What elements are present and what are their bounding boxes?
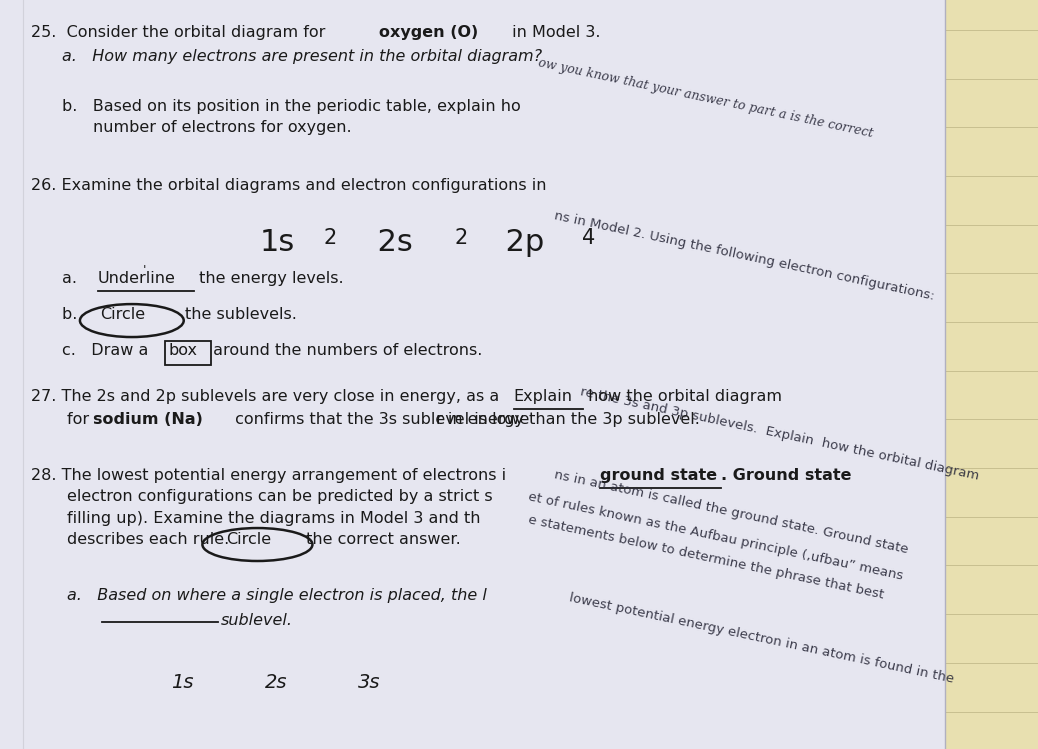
Text: a.: a. [62,271,92,286]
Text: oxygen (O): oxygen (O) [379,25,479,40]
Text: 26. Examine the orbital diagrams and electron configurations in: 26. Examine the orbital diagrams and ele… [31,178,547,193]
Text: 28. The lowest potential energy arrangement of electrons i: 28. The lowest potential energy arrangem… [31,468,507,483]
Text: ground state: ground state [600,468,717,483]
Text: 2p: 2p [486,228,544,258]
Text: 2: 2 [455,228,468,249]
Text: et of rules known as the Aufbau principle (‚ufbau” means: et of rules known as the Aufbau principl… [526,491,904,583]
Text: 1s: 1s [260,228,295,258]
Text: 2s: 2s [358,228,413,258]
Text: electron configurations can be predicted by a strict s: electron configurations can be predicted… [67,489,493,504]
Text: number of electrons for oxygen.: number of electrons for oxygen. [93,120,352,135]
Text: re the 3s and 3p sublevels.  Explain  how the orbital diagram: re the 3s and 3p sublevels. Explain how … [578,386,980,483]
Text: ow you know that your answer to part a is the correct: ow you know that your answer to part a i… [537,56,874,140]
Text: a.   How many electrons are present in the orbital diagram?: a. How many electrons are present in the… [62,49,543,64]
Text: describes each rule.: describes each rule. [67,532,229,547]
Text: Circle: Circle [226,532,271,547]
Text: the correct answer.: the correct answer. [301,532,461,547]
FancyBboxPatch shape [945,0,1038,749]
FancyBboxPatch shape [0,0,945,749]
Text: around the numbers of electrons.: around the numbers of electrons. [208,343,482,358]
Text: ': ' [143,264,146,276]
Text: box: box [168,343,197,358]
Text: 2s: 2s [265,673,288,691]
Text: how the orbital diagram: how the orbital diagram [583,389,783,404]
Text: 2: 2 [324,228,337,249]
Text: ns in Model 2. Using the following electron configurations:: ns in Model 2. Using the following elect… [552,210,935,303]
Text: 4: 4 [582,228,596,249]
Text: . Ground state: . Ground state [721,468,852,483]
Text: e statements below to determine the phrase that best: e statements below to determine the phra… [526,513,884,601]
Text: the sublevels.: the sublevels. [185,307,297,322]
Text: for: for [67,412,94,427]
Text: confirms that the 3s sublevel is lowe: confirms that the 3s sublevel is lowe [230,412,529,427]
Text: in Model 3.: in Model 3. [507,25,600,40]
Text: ns in an atom is called the ground state. Ground state: ns in an atom is called the ground state… [552,468,909,556]
Text: sodium (Na): sodium (Na) [93,412,203,427]
Text: lowest potential energy electron in an atom is found in the: lowest potential energy electron in an a… [568,592,955,686]
Text: 27. The 2s and 2p sublevels are very close in energy, as a: 27. The 2s and 2p sublevels are very clo… [31,389,499,404]
Text: 3s: 3s [358,673,381,691]
Text: 25.  Consider the orbital diagram for: 25. Consider the orbital diagram for [31,25,331,40]
Text: a.   Based on where a single electron is placed, the l: a. Based on where a single electron is p… [67,588,488,603]
Text: the energy levels.: the energy levels. [194,271,344,286]
Text: c.   Draw a: c. Draw a [62,343,154,358]
Text: Explain: Explain [514,389,573,404]
Text: filling up). Examine the diagrams in Model 3 and th: filling up). Examine the diagrams in Mod… [67,511,481,526]
Text: 1s: 1s [171,673,194,691]
Text: r in energy than the 3p sublevel.: r in energy than the 3p sublevel. [436,412,700,427]
Text: sublevel.: sublevel. [221,613,293,628]
Text: Underline: Underline [98,271,175,286]
Text: Circle: Circle [100,307,144,322]
Text: b.   Based on its position in the periodic table, explain ho: b. Based on its position in the periodic… [62,99,521,114]
Text: b.: b. [62,307,83,322]
